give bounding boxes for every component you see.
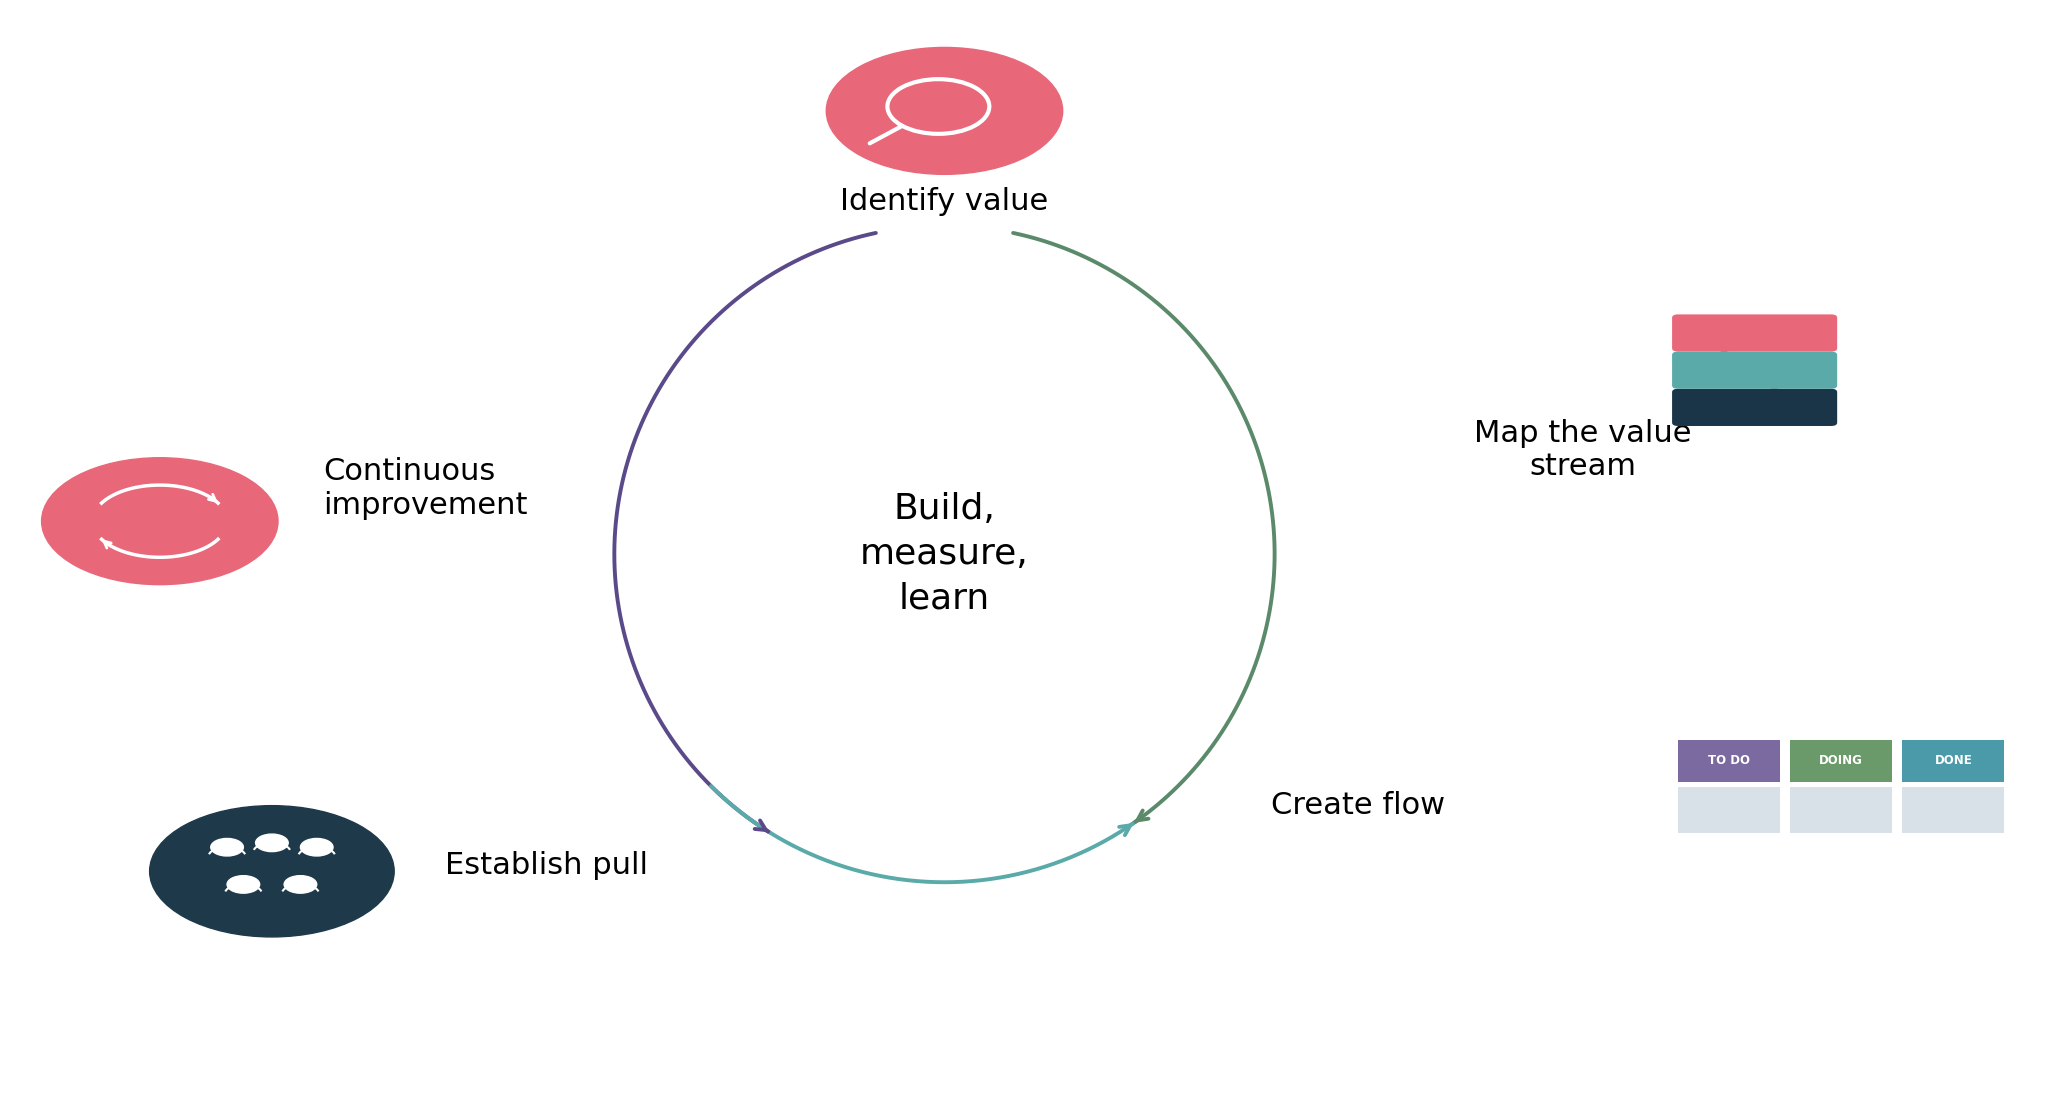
FancyBboxPatch shape xyxy=(1672,315,1837,351)
Text: DOING: DOING xyxy=(1820,755,1863,767)
FancyBboxPatch shape xyxy=(1902,740,2005,781)
FancyBboxPatch shape xyxy=(1789,740,1892,781)
FancyBboxPatch shape xyxy=(1679,787,1779,833)
Text: Continuous
improvement: Continuous improvement xyxy=(322,458,527,520)
Text: Create flow: Create flow xyxy=(1270,791,1445,820)
FancyBboxPatch shape xyxy=(1672,389,1837,425)
Circle shape xyxy=(256,834,287,852)
Text: Establish pull: Establish pull xyxy=(445,851,648,881)
Circle shape xyxy=(300,839,332,856)
FancyBboxPatch shape xyxy=(1789,787,1892,833)
FancyBboxPatch shape xyxy=(1679,740,1779,781)
Text: DONE: DONE xyxy=(1935,755,1972,767)
Text: Build,
measure,
learn: Build, measure, learn xyxy=(860,492,1028,616)
Circle shape xyxy=(228,875,261,893)
FancyBboxPatch shape xyxy=(1672,351,1837,389)
Circle shape xyxy=(211,839,244,856)
Circle shape xyxy=(827,48,1063,174)
Circle shape xyxy=(41,458,277,585)
Text: Identify value: Identify value xyxy=(841,187,1049,216)
Text: TO DO: TO DO xyxy=(1707,755,1750,767)
Text: Map the value
stream: Map the value stream xyxy=(1475,419,1693,481)
FancyBboxPatch shape xyxy=(1902,787,2005,833)
Circle shape xyxy=(283,875,316,893)
Circle shape xyxy=(150,806,394,937)
